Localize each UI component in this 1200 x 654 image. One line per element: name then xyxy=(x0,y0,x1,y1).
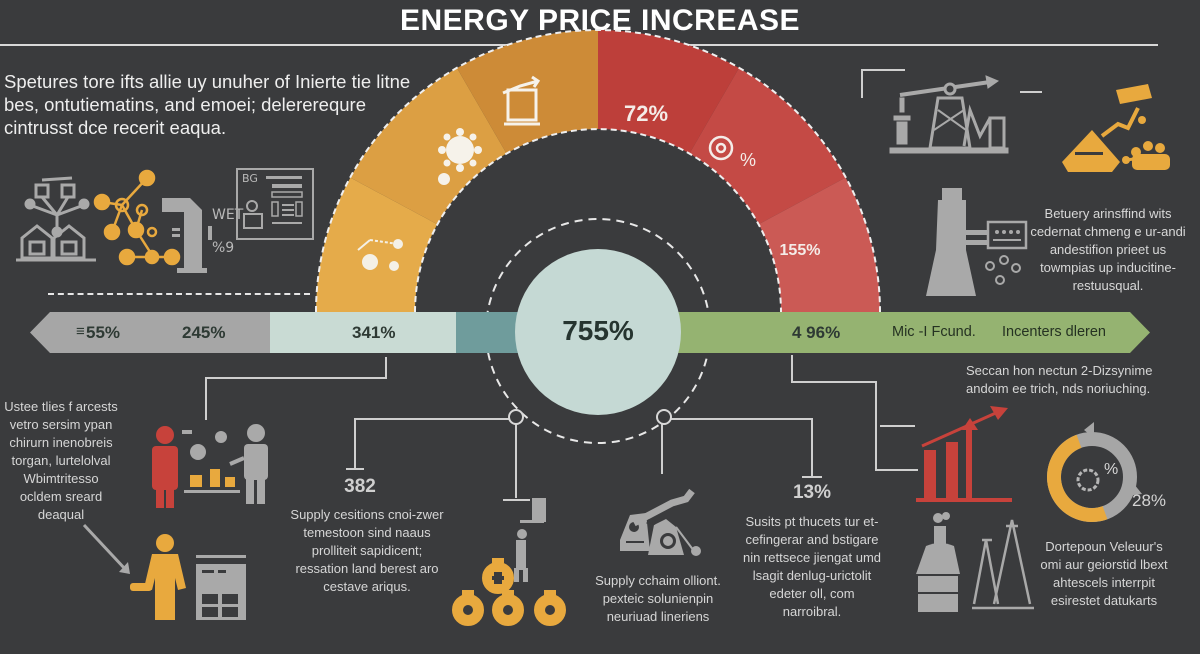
intro-text: Spetures tore ifts allie uy unuher of In… xyxy=(4,71,411,138)
worker-yellow-icon xyxy=(130,534,186,620)
donut-percent-symbol: % xyxy=(1104,461,1118,478)
svg-text:48: 48 xyxy=(646,518,656,527)
band-value-55: 55% xyxy=(86,323,121,342)
pump-label: WET xyxy=(212,207,244,223)
bar-chart-growth-icon xyxy=(916,406,1012,502)
arc-segments xyxy=(316,30,880,312)
dashed-divider xyxy=(48,293,310,295)
gas-cylinders-icon xyxy=(452,498,566,626)
person-red-icon xyxy=(152,426,178,508)
houses-network-icon xyxy=(16,176,96,262)
fuel-pump-icon xyxy=(162,198,212,273)
callout-text-382: Supply cesitions cnoi-zwer temestoon sin… xyxy=(290,507,444,594)
donut-value: 28% xyxy=(1131,491,1167,510)
callout-value-382: 382 xyxy=(344,476,376,497)
band-segment-mint: 341% xyxy=(270,312,456,353)
control-panel-icon xyxy=(196,555,246,620)
refinery-icon xyxy=(916,512,1034,612)
band-text-fund: Mic -I Fcund. xyxy=(892,324,976,340)
stacked-bars-icon: ≡ xyxy=(76,323,85,340)
pump-sub-label: %9 xyxy=(212,240,235,256)
network-coins-icon xyxy=(357,239,403,271)
callout-text-13: Susits pt thucets tur et-cefingerar and … xyxy=(742,514,882,619)
left-icon-cluster: WET %9 BG xyxy=(12,160,314,280)
band-value-245: 245% xyxy=(182,323,226,342)
band-segment-gray: ≡ 55% 245% xyxy=(30,312,270,353)
gear-icon xyxy=(1076,468,1100,492)
band-text-centers: Incenters dleren xyxy=(1002,324,1106,340)
gears-icon xyxy=(182,430,227,460)
right-bottom-icons xyxy=(916,406,1034,612)
right-top-icons xyxy=(889,75,1170,296)
arrow-icon xyxy=(82,523,128,572)
pump-jack-icon: 48 xyxy=(620,488,701,556)
boxes-icon xyxy=(184,469,240,493)
center-value-circle: 755% xyxy=(515,249,681,415)
callout-value-13: 13% xyxy=(792,482,832,503)
band-value-341: 341% xyxy=(352,323,396,342)
band-value-496: 4 96% xyxy=(792,323,841,342)
connector-node xyxy=(656,409,672,425)
percent-donut-chart: % xyxy=(1047,422,1142,522)
house-growth-icon xyxy=(1062,84,1170,172)
arc-label-155: 155% xyxy=(780,242,821,259)
right-top-text: Betuery arinsffind wits cedernat chmeng … xyxy=(1030,206,1186,293)
percent-symbol: % xyxy=(740,150,756,170)
callout-text-28: Dortepoun Veleuur's omi aur geiorstid lb… xyxy=(1040,539,1168,608)
center-value: 755% xyxy=(562,315,634,346)
connector-node xyxy=(508,409,524,425)
cycle-arrow-icon xyxy=(1084,422,1094,438)
arc-label-72: 72% xyxy=(624,101,668,126)
molecule-network-icon xyxy=(93,169,181,266)
chart-growth-icon xyxy=(502,75,541,126)
monitor-label: BG xyxy=(242,172,258,185)
band-segment-green: 4 96% Mic -I Fcund. Incenters dleren xyxy=(660,312,1150,353)
power-plant-icon xyxy=(926,188,1028,296)
right-mid-text: Seccan hon nectun 2-Dizsynime andoim ee … xyxy=(966,363,1153,396)
person-gray-icon xyxy=(229,424,268,504)
cycle-arrow-icon xyxy=(1126,484,1142,496)
virus-gear-icon xyxy=(438,128,482,185)
left-bottom-icons xyxy=(82,424,268,620)
oil-rig-icon xyxy=(889,75,1009,154)
callout-text-supply: Supply cchaim olliont. pexteic solunienp… xyxy=(595,573,721,624)
left-mid-text: Ustee tlies f arcests vetro sersim ypan … xyxy=(4,399,118,522)
monitor-panel-icon: BG xyxy=(236,168,314,240)
at-percent-icon xyxy=(708,135,734,161)
